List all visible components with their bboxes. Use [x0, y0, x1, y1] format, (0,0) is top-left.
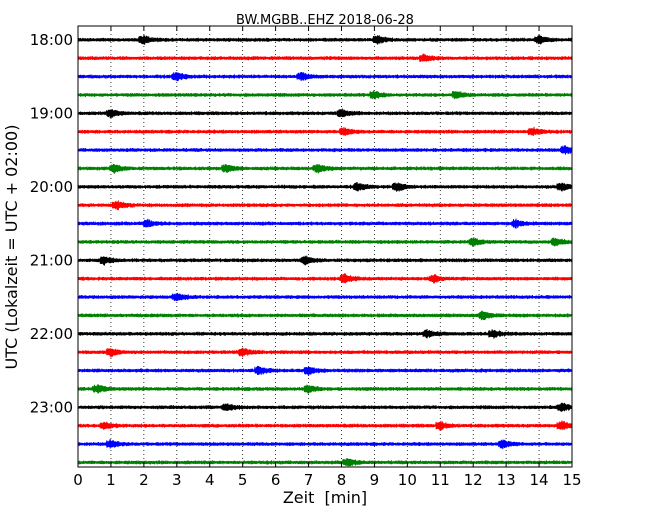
seismic-trace [77, 126, 573, 137]
x-axis-label: Zeit [min] [283, 488, 367, 507]
seismic-trace [77, 53, 573, 62]
x-gridlines [110, 26, 540, 467]
seismic-trace [77, 90, 573, 100]
x-tick-label: 5 [238, 471, 248, 489]
plot-frame [77, 25, 573, 468]
x-tick-label: 0 [73, 471, 83, 489]
seismic-trace [77, 458, 573, 467]
x-tick-label: 14 [530, 471, 549, 489]
seismic-trace [77, 163, 573, 174]
seismic-trace [77, 310, 573, 321]
seismic-trace [77, 34, 573, 45]
y-tick-label: 23:00 [30, 398, 73, 416]
seismic-trace [77, 182, 573, 192]
x-tick-label: 2 [139, 471, 149, 489]
seismic-trace [77, 145, 573, 155]
y-axis-label: UTC (Lokalzeit = UTC + 02:00) [2, 125, 21, 370]
seismic-trace [77, 255, 573, 266]
seismic-trace [77, 200, 573, 211]
y-tick-label: 22:00 [30, 325, 73, 343]
seismic-trace [77, 384, 573, 394]
seismic-trace [77, 292, 573, 302]
seismic-trace [77, 71, 573, 82]
x-tick-label: 13 [497, 471, 516, 489]
seismic-trace [77, 237, 573, 247]
chart-title: BW.MGBB..EHZ 2018-06-28 [236, 13, 414, 28]
x-tick-label: 1 [106, 471, 116, 489]
x-tick-label: 8 [337, 471, 347, 489]
y-axis-ticks: 18:00 19:00 20:00 21:00 22:00 23:00 [30, 31, 572, 416]
seismic-trace [77, 273, 573, 284]
seismic-trace [77, 402, 573, 412]
seismic-traces [77, 34, 573, 467]
seismic-trace [77, 347, 573, 358]
x-tick-label: 3 [172, 471, 182, 489]
seismic-trace [77, 108, 573, 119]
x-tick-label: 4 [205, 471, 215, 489]
seismic-trace [77, 218, 573, 229]
x-axis-ticks: 0 1 2 3 4 5 6 7 8 9 10 11 12 13 14 15 [73, 26, 582, 489]
y-tick-label: 18:00 [30, 31, 73, 49]
seismic-trace [77, 329, 573, 339]
x-tick-label: 9 [370, 471, 380, 489]
y-tick-label: 20:00 [30, 178, 73, 196]
y-tick-label: 21:00 [30, 251, 73, 269]
seismic-trace [77, 438, 573, 449]
x-tick-label: 10 [398, 471, 417, 489]
y-tick-label: 19:00 [30, 104, 73, 122]
x-tick-label: 7 [304, 471, 314, 489]
seismic-trace [77, 420, 573, 431]
seismic-trace [77, 365, 573, 376]
x-tick-label: 15 [562, 471, 581, 489]
x-tick-label: 6 [271, 471, 281, 489]
x-tick-label: 12 [464, 471, 483, 489]
x-tick-label: 11 [431, 471, 450, 489]
